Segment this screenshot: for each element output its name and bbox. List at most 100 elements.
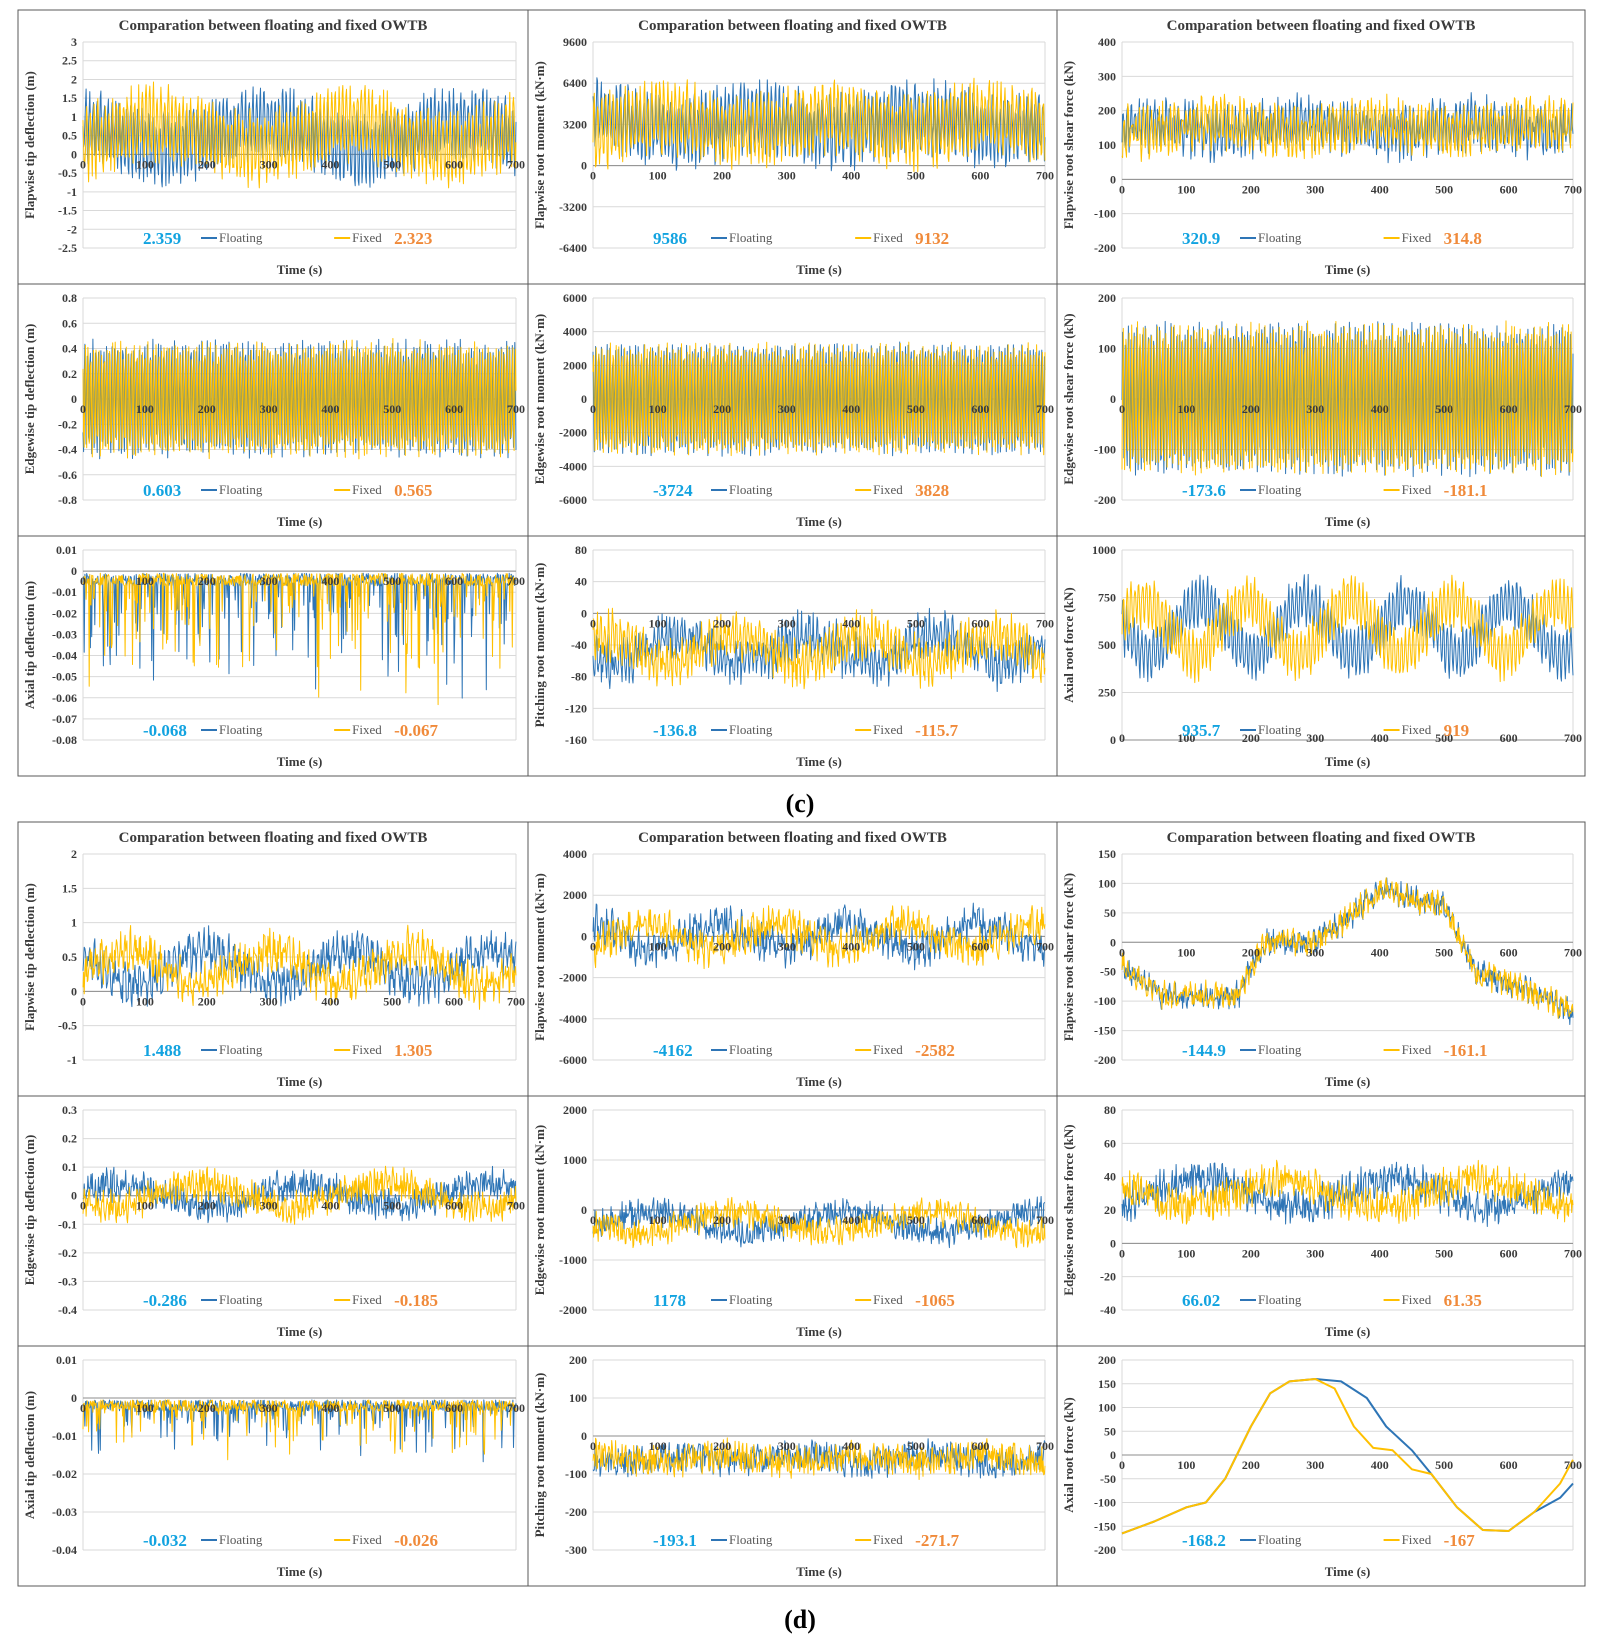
x-tick-label: 700	[507, 402, 525, 416]
x-tick-label: 500	[907, 616, 925, 630]
y-tick-label: 0	[1110, 172, 1116, 186]
x-tick-label: 0	[590, 402, 596, 416]
x-tick-label: 0	[1119, 182, 1125, 196]
x-tick-label: 700	[1036, 616, 1054, 630]
legend-label-fixed: Fixed	[873, 1042, 903, 1057]
legend-label-floating: Floating	[1258, 1532, 1302, 1547]
y-tick-label: 1	[71, 110, 77, 124]
x-tick-label: 700	[1036, 169, 1054, 183]
y-tick-label: 100	[1098, 342, 1116, 356]
x-tick-label: 700	[1564, 1246, 1582, 1260]
series-fixed	[82, 924, 517, 1010]
x-tick-label: 700	[507, 994, 525, 1008]
y-tick-label: -0.5	[58, 1019, 77, 1033]
y-axis-label: Edgewise root moment (kN·m)	[532, 314, 547, 485]
y-tick-label: -2	[67, 222, 77, 236]
x-tick-label: 300	[778, 939, 796, 953]
x-tick-label: 600	[1500, 945, 1518, 959]
floating-max-value: 1178	[653, 1291, 686, 1310]
x-tick-label: 500	[383, 1401, 401, 1415]
y-tick-label: -0.4	[58, 443, 77, 457]
y-tick-label: -0.4	[58, 1303, 77, 1317]
y-tick-label: 2000	[563, 1103, 587, 1117]
x-tick-label: 0	[80, 1401, 86, 1415]
y-tick-label: 1	[71, 916, 77, 930]
y-tick-label: 0	[71, 984, 77, 998]
x-tick-label: 300	[1306, 1458, 1324, 1472]
x-tick-label: 0	[590, 616, 596, 630]
x-tick-label: 0	[1119, 731, 1125, 745]
legend-label-fixed: Fixed	[873, 722, 903, 737]
y-axis-label: Edgewise tip deflection (m)	[22, 1135, 37, 1286]
x-tick-label: 400	[842, 1213, 860, 1227]
x-tick-label: 200	[198, 1401, 216, 1415]
series-fixed	[82, 338, 517, 460]
x-tick-label: 500	[907, 1439, 925, 1453]
x-tick-label: 300	[778, 1213, 796, 1227]
floating-max-value: -0.286	[143, 1291, 187, 1310]
x-tick-label: 0	[1119, 402, 1125, 416]
x-tick-label: 500	[907, 169, 925, 183]
x-tick-label: 600	[1500, 1246, 1518, 1260]
x-tick-label: 300	[260, 402, 278, 416]
series-floating	[592, 607, 1046, 692]
x-tick-label: 600	[971, 616, 989, 630]
y-tick-label: -6000	[559, 493, 587, 507]
y-tick-label: -0.05	[52, 670, 77, 684]
y-tick-label: 2.5	[62, 54, 77, 68]
y-axis-label: Flapwise tip deflection (m)	[22, 71, 37, 219]
x-tick-label: 200	[1242, 1458, 1260, 1472]
fixed-max-value: -0.026	[394, 1531, 438, 1550]
series-fixed	[82, 1399, 517, 1461]
x-tick-label: 200	[198, 994, 216, 1008]
chart-c3: Comparation between floating and fixed O…	[1056, 9, 1586, 285]
x-axis-label: Time (s)	[277, 1074, 323, 1089]
y-tick-label: 0.01	[56, 543, 77, 557]
chart-title: Comparation between floating and fixed O…	[1167, 830, 1476, 846]
y-tick-label: 100	[1098, 876, 1116, 890]
x-tick-label: 200	[713, 939, 731, 953]
y-tick-label: 0	[1110, 733, 1116, 747]
legend-label-fixed: Fixed	[352, 1292, 382, 1307]
y-tick-label: 80	[575, 543, 587, 557]
y-tick-label: -200	[1094, 493, 1116, 507]
x-tick-label: 0	[80, 994, 86, 1008]
x-axis-label: Time (s)	[796, 1564, 842, 1579]
y-tick-label: 0.6	[62, 316, 77, 330]
x-tick-label: 100	[136, 157, 154, 171]
y-tick-label: -0.5	[58, 166, 77, 180]
x-tick-label: 100	[1177, 182, 1195, 196]
y-tick-label: 1.5	[62, 881, 77, 895]
y-axis-label: Axial root force (kN)	[1061, 1397, 1076, 1512]
legend-label-fixed: Fixed	[1402, 230, 1432, 245]
series-fixed	[1121, 574, 1574, 684]
x-tick-label: 500	[907, 939, 925, 953]
x-tick-label: 0	[590, 1439, 596, 1453]
x-tick-label: 100	[649, 1213, 667, 1227]
x-tick-label: 0	[1119, 945, 1125, 959]
y-tick-label: 3200	[563, 117, 587, 131]
fixed-max-value: -167	[1444, 1531, 1476, 1550]
x-tick-label: 0	[590, 169, 596, 183]
x-tick-label: 400	[1371, 945, 1389, 959]
x-tick-label: 700	[507, 574, 525, 588]
y-tick-label: -200	[1094, 1543, 1116, 1557]
y-tick-label: 6000	[563, 291, 587, 305]
legend-label-fixed: Fixed	[352, 1042, 382, 1057]
x-tick-label: 700	[1036, 402, 1054, 416]
x-tick-label: 200	[713, 1213, 731, 1227]
x-tick-label: 200	[713, 402, 731, 416]
y-tick-label: 0	[581, 1429, 587, 1443]
series-floating	[1121, 320, 1574, 478]
fixed-max-value: -271.7	[915, 1531, 959, 1550]
x-tick-label: 400	[1371, 1458, 1389, 1472]
floating-max-value: 66.02	[1182, 1291, 1220, 1310]
x-tick-label: 500	[1435, 402, 1453, 416]
legend-label-fixed: Fixed	[352, 482, 382, 497]
x-tick-label: 400	[842, 616, 860, 630]
y-tick-label: 400	[1098, 35, 1116, 49]
y-axis-label: Flapwise root moment (kN·m)	[532, 873, 547, 1041]
x-tick-label: 400	[1371, 1246, 1389, 1260]
